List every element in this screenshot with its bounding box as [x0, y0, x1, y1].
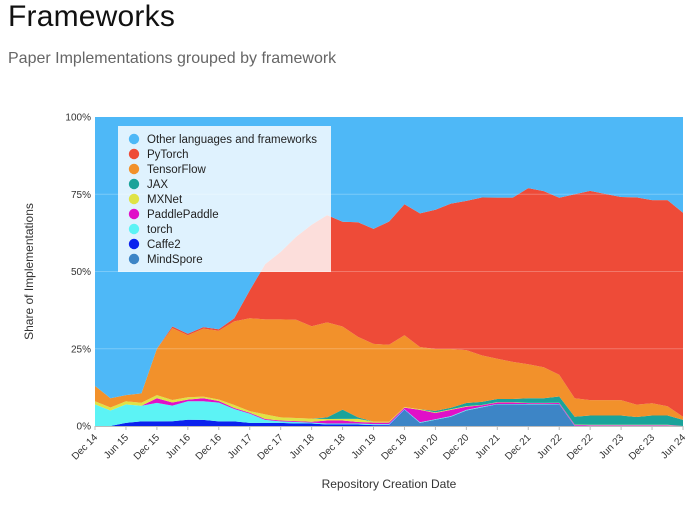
legend-label[interactable]: MXNet — [147, 194, 183, 206]
legend-label[interactable]: Caffe2 — [147, 239, 181, 251]
x-tick-label: Jun 17 — [226, 432, 255, 461]
x-tick-label: Jun 16 — [164, 432, 193, 461]
legend-label[interactable]: PyTorch — [147, 149, 189, 161]
legend-label[interactable]: JAX — [147, 179, 168, 191]
legend-swatch — [128, 178, 140, 190]
x-tick-label: Jun 15 — [102, 432, 131, 461]
legend-swatch — [128, 163, 140, 175]
area-paddlepaddle — [95, 398, 683, 426]
x-tick-label: Jun 24 — [659, 432, 688, 461]
legend-swatch — [128, 133, 140, 145]
x-tick-label: Jun 21 — [473, 432, 502, 461]
x-tick-label: Jun 19 — [350, 432, 379, 461]
x-axis: Dec 14 Jun 15 Dec 15 Jun 16 Dec 16 Jun 17 Dec … — [70, 426, 688, 463]
x-tick-label: Dec 22 — [565, 432, 595, 462]
legend-swatch — [128, 148, 140, 160]
y-axis-title: Share of Implementations — [22, 203, 36, 340]
x-tick-label: Dec 23 — [627, 432, 657, 462]
x-tick-label: Dec 21 — [503, 432, 533, 462]
x-tick-label: Dec 20 — [441, 432, 471, 462]
legend-swatch — [128, 223, 140, 235]
y-tick-label: 50% — [71, 267, 91, 278]
area-torch — [95, 401, 683, 426]
legend-swatch — [128, 253, 140, 265]
x-tick-label: Dec 17 — [256, 432, 286, 462]
x-tick-label: Jun 18 — [288, 432, 317, 461]
x-tick-label: Dec 19 — [379, 432, 409, 462]
y-axis: 0% 25% 50% 75% 100% — [65, 113, 91, 433]
area-tensorflow — [95, 318, 683, 422]
x-tick-label: Dec 16 — [194, 432, 224, 462]
area-pytorch — [95, 188, 683, 417]
x-tick-label: Dec 18 — [318, 432, 348, 462]
x-tick-label: Jun 23 — [597, 432, 626, 461]
y-tick-label: 100% — [65, 113, 91, 124]
y-tick-label: 0% — [77, 422, 92, 433]
legend-label[interactable]: torch — [147, 224, 173, 236]
x-axis-title: Repository Creation Date — [322, 477, 457, 491]
x-tick-label: Dec 15 — [132, 432, 162, 462]
legend-label[interactable]: Other languages and frameworks — [147, 134, 317, 146]
area-mindspore — [95, 404, 683, 426]
x-tick-label: Dec 14 — [70, 432, 100, 462]
legend-swatch — [128, 193, 140, 205]
legend-label[interactable]: PaddlePaddle — [147, 209, 219, 221]
legend-swatch — [128, 208, 140, 220]
area-jax — [95, 395, 683, 426]
x-tick-label: Jun 20 — [412, 432, 441, 461]
y-tick-label: 75% — [71, 190, 91, 201]
x-tick-label: Jun 22 — [535, 432, 564, 461]
y-tick-label: 25% — [71, 344, 91, 355]
legend: Other languages and frameworks PyTorch Ten… — [118, 126, 331, 272]
legend-background — [118, 126, 331, 272]
area-mxnet — [95, 395, 683, 426]
legend-label[interactable]: TensorFlow — [147, 164, 206, 176]
legend-label[interactable]: MindSpore — [147, 254, 203, 266]
area-caffe2 — [95, 404, 683, 426]
legend-swatch — [128, 238, 140, 250]
page-title: Frameworks — [8, 0, 176, 33]
page-subtitle: Paper Implementations grouped by framewo… — [8, 50, 337, 67]
